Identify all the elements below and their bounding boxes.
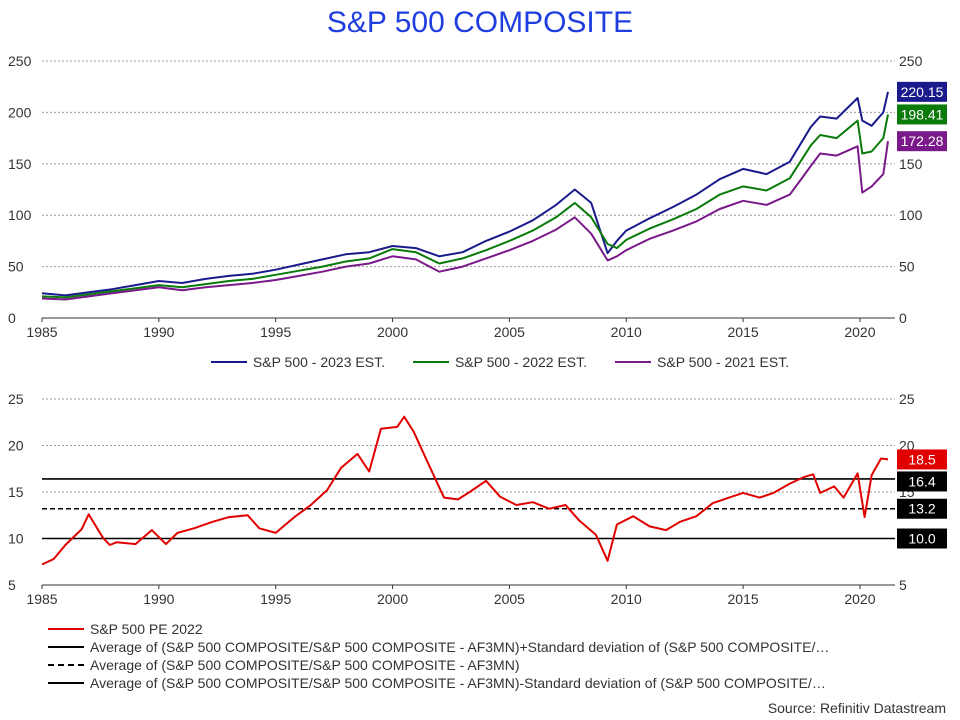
x-tick-label: 2015 (728, 324, 759, 340)
x-tick-label: 2005 (494, 324, 525, 340)
x-tick-label: 1985 (26, 324, 57, 340)
value-badge-label: 10.0 (908, 531, 935, 547)
x-tick-label: 2020 (844, 324, 875, 340)
value-badge (897, 104, 947, 125)
top-chart: 0050501001001501502002002502501985199019… (8, 53, 947, 340)
y-tick-label-left: 200 (8, 104, 32, 120)
value-badge (897, 498, 947, 519)
legend-item: S&P 500 PE 2022 (48, 620, 948, 638)
y-tick-label-right: 25 (899, 391, 915, 407)
y-tick-label-right: 150 (899, 156, 923, 172)
y-tick-label-left: 15 (8, 484, 24, 500)
value-badge-label: 198.41 (901, 106, 944, 122)
value-badge (897, 471, 947, 492)
series-line (41, 415, 889, 566)
legend-label: Average of (S&P 500 COMPOSITE/S&P 500 CO… (90, 639, 830, 655)
value-badge-label: 16.4 (908, 473, 935, 489)
value-badge-label: 18.5 (908, 451, 935, 467)
series-line (41, 91, 889, 297)
legend-label: S&P 500 - 2022 EST. (454, 354, 588, 370)
legend-label: Average of (S&P 500 COMPOSITE/S&P 500 CO… (90, 657, 520, 673)
y-tick-label-right: 100 (899, 207, 923, 223)
y-tick-label-left: 25 (8, 391, 24, 407)
x-tick-label: 1990 (143, 591, 174, 607)
legend-item: S&P 500 - 2022 EST. (412, 353, 588, 371)
x-tick-label: 2000 (377, 591, 408, 607)
legend-swatch (48, 646, 84, 648)
x-tick-label: 2000 (377, 324, 408, 340)
y-tick-label-left: 150 (8, 156, 32, 172)
x-tick-label: 2015 (728, 591, 759, 607)
y-tick-label-left: 100 (8, 207, 32, 223)
x-tick-label: 2010 (611, 591, 642, 607)
legend-label: S&P 500 - 2023 EST. (252, 354, 385, 370)
y-tick-label-left: 0 (8, 310, 16, 326)
value-badge-label: 13.2 (908, 501, 935, 517)
x-tick-label: 1995 (260, 591, 291, 607)
y-tick-label-right: 5 (899, 577, 907, 593)
value-badge-label: 172.28 (901, 133, 944, 149)
y-tick-label-right: 50 (899, 259, 915, 275)
legend-swatch (48, 664, 84, 666)
x-tick-label: 2020 (844, 591, 875, 607)
value-badge (897, 449, 947, 470)
top-chart-legend: S&P 500 - 2023 EST. S&P 500 - 2022 EST. S&… (150, 353, 850, 371)
x-tick-label: 1995 (260, 324, 291, 340)
y-tick-label-left: 20 (8, 438, 24, 454)
legend-label: Average of (S&P 500 COMPOSITE/S&P 500 CO… (90, 675, 826, 691)
x-tick-label: 2005 (494, 591, 525, 607)
value-badge (897, 528, 947, 549)
y-tick-label-left: 5 (8, 577, 16, 593)
legend-item: Average of (S&P 500 COMPOSITE/S&P 500 CO… (48, 674, 948, 692)
series-line (41, 141, 889, 301)
bottom-chart: 5510101515202025251985199019952000200520… (8, 391, 947, 607)
legend-item: S&P 500 - 2021 EST. (615, 353, 789, 371)
legend-item: S&P 500 - 2023 EST. (210, 353, 385, 371)
y-tick-label-right: 0 (899, 310, 907, 326)
value-badge-label: 220.15 (901, 84, 944, 100)
legend-swatch (615, 361, 652, 363)
y-tick-label-left: 250 (8, 53, 32, 69)
legend-swatch (412, 361, 449, 363)
y-tick-label-right: 250 (899, 53, 923, 69)
x-tick-label: 1985 (26, 591, 57, 607)
legend-swatch (210, 361, 247, 363)
x-tick-label: 2010 (611, 324, 642, 340)
legend-label: S&P 500 PE 2022 (90, 621, 203, 637)
bottom-chart-legend: S&P 500 PE 2022 Average of (S&P 500 COMPO… (48, 620, 948, 692)
legend-swatch (48, 628, 84, 630)
legend-item: Average of (S&P 500 COMPOSITE/S&P 500 CO… (48, 656, 948, 674)
legend-label: S&P 500 - 2021 EST. (657, 354, 790, 370)
value-badge (897, 131, 947, 152)
y-tick-label-left: 10 (8, 531, 24, 547)
series-line (41, 114, 889, 299)
legend-item: Average of (S&P 500 COMPOSITE/S&P 500 CO… (48, 638, 948, 656)
chart-title: S&P 500 COMPOSITE (326, 6, 634, 39)
value-badge (897, 81, 947, 102)
y-tick-label-left: 50 (8, 259, 24, 275)
x-tick-label: 1990 (143, 324, 174, 340)
legend-swatch (48, 682, 84, 684)
source-note: Source: Refinitiv Datastream (767, 700, 946, 716)
